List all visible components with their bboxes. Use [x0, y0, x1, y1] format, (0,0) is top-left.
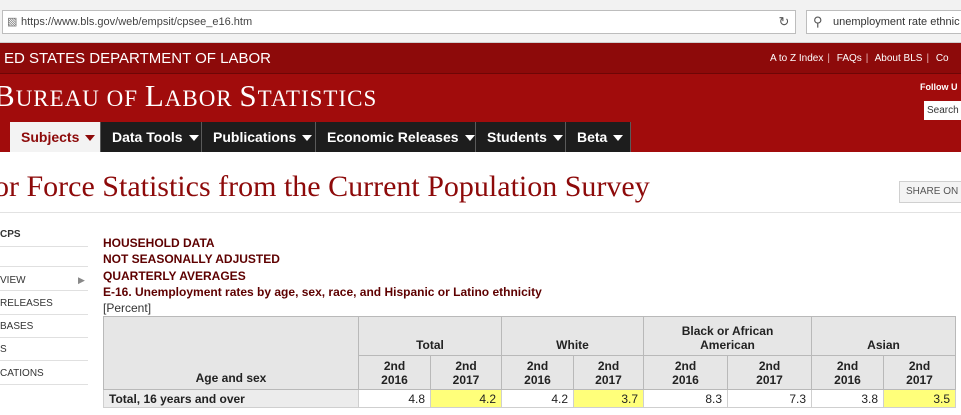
sidebar-item-releases[interactable]: RELEASES [0, 298, 53, 309]
subheader-2017: 2nd 2017 [430, 355, 502, 390]
bls-banner: BUREAU OF LABOR STATISTICS Follow U Sear… [0, 74, 961, 122]
browser-search-field[interactable]: ⚲ unemployment rate ethnic [806, 10, 961, 34]
share-button[interactable]: SHARE ON [899, 181, 961, 203]
dol-header: ED STATES DEPARTMENT OF LABOR A to Z Ind… [0, 43, 961, 74]
unemployment-table: Age and sex Total White Black or African… [103, 316, 956, 408]
table-title: E-16. Unemployment rates by age, sex, ra… [103, 285, 542, 299]
subheader-2016: 2nd 2016 [643, 355, 728, 390]
subheader-2016: 2nd 2016 [811, 355, 884, 390]
cell-asian-2017: 3.5 [883, 389, 956, 408]
sidebar-divider [0, 337, 88, 338]
title-divider [0, 212, 961, 213]
dol-title[interactable]: ED STATES DEPARTMENT OF LABOR [4, 50, 271, 67]
col-group-total: Total [358, 316, 502, 356]
sidebar-arrow-icon: ▶ [78, 275, 85, 285]
dol-links: A to Z Index | FAQs | About BLS | Co [770, 53, 949, 64]
reload-icon[interactable]: ↻ [778, 14, 790, 29]
page-title: or Force Statistics from the Current Pop… [0, 170, 650, 203]
nav-beta[interactable]: Beta [566, 122, 631, 152]
cell-asian-2016: 3.8 [811, 389, 884, 408]
contact-link[interactable]: Co [935, 53, 949, 64]
faqs-link[interactable]: FAQs [836, 53, 862, 64]
address-bar[interactable]: ▧ https://www.bls.gov/web/empsit/cpsee_e… [2, 10, 796, 34]
sidebar-item-overview[interactable]: VIEW [0, 275, 26, 286]
header-not-seasonally-adjusted: NOT SEASONALLY ADJUSTED [103, 252, 280, 266]
nav-subjects[interactable]: Subjects [10, 122, 101, 152]
subheader-2017: 2nd 2017 [727, 355, 812, 390]
table-row: Total, 16 years and over 4.8 4.2 4.2 3.7… [103, 389, 956, 408]
cell-black-2016: 8.3 [643, 389, 728, 408]
sidebar-divider [0, 314, 88, 315]
sidebar-divider [0, 384, 88, 385]
sidebar-item-publications[interactable]: CATIONS [0, 368, 44, 379]
nav-economic-releases[interactable]: Economic Releases [316, 122, 476, 152]
a-to-z-link[interactable]: A to Z Index [770, 53, 824, 64]
cell-white-2017: 3.7 [573, 389, 644, 408]
subheader-2016: 2nd 2016 [501, 355, 574, 390]
row-label: Total, 16 years and over [103, 389, 359, 408]
col-group-white: White [501, 316, 644, 356]
bls-logo-title[interactable]: BUREAU OF LABOR STATISTICS [0, 78, 378, 113]
main-nav: Subjects Data Tools Publications Economi… [0, 122, 961, 152]
browser-search-text: unemployment rate ethnic [833, 16, 960, 28]
nav-students[interactable]: Students [476, 122, 566, 152]
col-group-asian: Asian [811, 316, 956, 356]
cell-white-2016: 4.2 [501, 389, 574, 408]
follow-us-label: Follow U [920, 82, 958, 92]
about-bls-link[interactable]: About BLS [874, 53, 923, 64]
nav-publications[interactable]: Publications [202, 122, 316, 152]
cell-total-2017: 4.2 [430, 389, 502, 408]
sidebar-item-databases[interactable]: BASES [0, 321, 34, 332]
cell-black-2017: 7.3 [727, 389, 812, 408]
cell-total-2016: 4.8 [358, 389, 431, 408]
header-quarterly-averages: QUARTERLY AVERAGES [103, 269, 246, 283]
search-icon: ⚲ [813, 14, 823, 29]
site-search-input[interactable]: Search [924, 101, 961, 120]
col-header-age-sex: Age and sex [103, 316, 359, 390]
sidebar-divider [0, 360, 88, 361]
table-units: [Percent] [103, 301, 152, 315]
sidebar-item-cps[interactable]: CPS [0, 229, 21, 240]
sidebar-divider [0, 246, 88, 247]
col-group-black: Black or African American [643, 316, 812, 356]
subheader-2017: 2nd 2017 [883, 355, 956, 390]
sidebar-divider [0, 266, 88, 267]
subheader-2016: 2nd 2016 [358, 355, 431, 390]
browser-toolbar: ▧ https://www.bls.gov/web/empsit/cpsee_e… [0, 0, 961, 43]
sidebar-item-s[interactable]: S [0, 344, 7, 355]
header-household-data: HOUSEHOLD DATA [103, 236, 215, 250]
nav-data-tools[interactable]: Data Tools [101, 122, 202, 152]
address-text: https://www.bls.gov/web/empsit/cpsee_e16… [21, 16, 253, 28]
page-info-icon[interactable]: ▧ [7, 16, 18, 28]
sidebar-divider [0, 290, 88, 291]
subheader-2017: 2nd 2017 [573, 355, 644, 390]
